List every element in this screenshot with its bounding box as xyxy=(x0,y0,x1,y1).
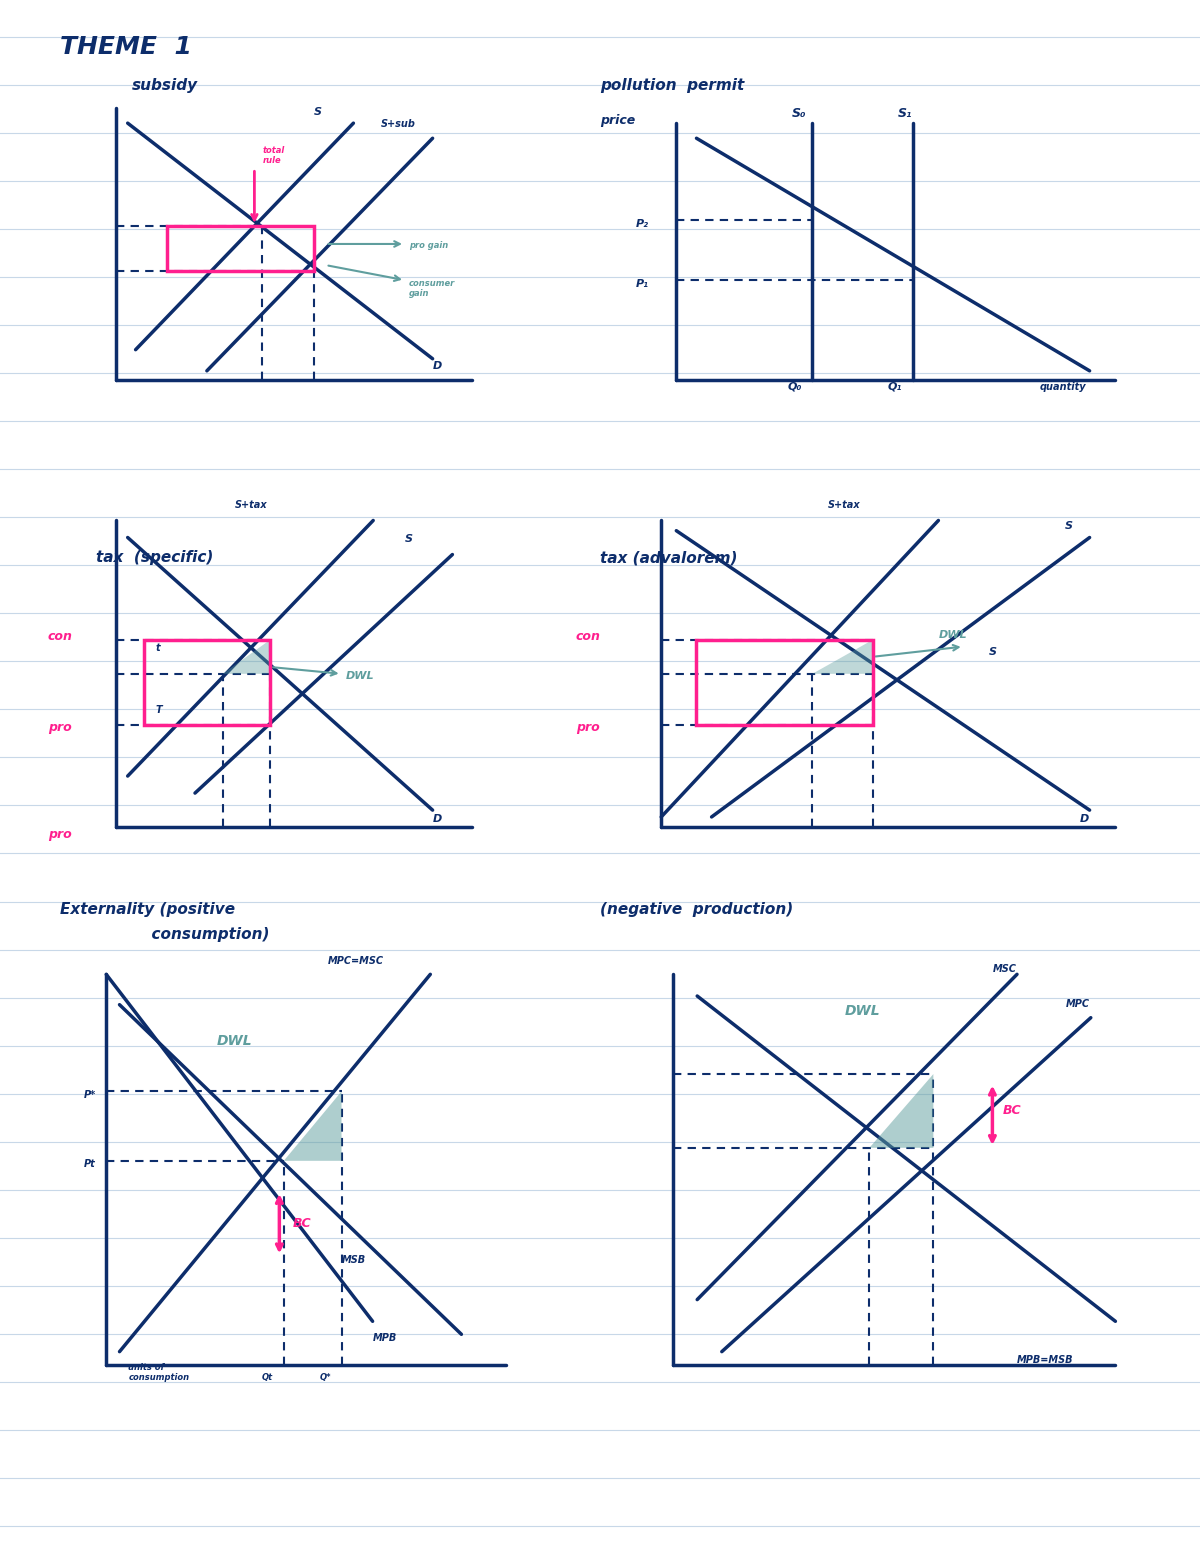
Text: pollution  permit: pollution permit xyxy=(600,77,744,93)
Text: Pt: Pt xyxy=(84,1160,96,1169)
Text: S: S xyxy=(314,107,322,118)
Text: BC: BC xyxy=(1002,1104,1021,1117)
Text: P*: P* xyxy=(84,1090,96,1100)
Text: pro gain: pro gain xyxy=(409,242,448,249)
Text: S: S xyxy=(404,534,413,544)
Text: total
rule: total rule xyxy=(263,146,284,166)
Bar xyxy=(167,226,314,271)
Text: S+sub: S+sub xyxy=(382,119,416,129)
Text: subsidy: subsidy xyxy=(132,77,198,93)
Text: pro: pro xyxy=(576,722,600,734)
Text: S: S xyxy=(989,647,997,657)
Polygon shape xyxy=(284,1092,342,1160)
Text: pro: pro xyxy=(48,722,72,734)
Polygon shape xyxy=(223,640,270,674)
Text: MSB: MSB xyxy=(342,1255,366,1266)
Text: S+tax: S+tax xyxy=(828,500,860,510)
Text: Q₀: Q₀ xyxy=(787,383,802,392)
Text: T: T xyxy=(156,705,162,714)
Text: con: con xyxy=(576,630,601,643)
Text: consumption): consumption) xyxy=(120,926,270,942)
Text: S: S xyxy=(1064,520,1073,531)
Text: S₁: S₁ xyxy=(898,107,912,121)
Text: D: D xyxy=(433,361,442,370)
Text: MPC: MPC xyxy=(1067,999,1091,1008)
Text: MPC=MSC: MPC=MSC xyxy=(329,956,384,965)
Text: MPB: MPB xyxy=(373,1334,397,1343)
Text: DWL: DWL xyxy=(346,671,374,680)
Text: t: t xyxy=(156,643,160,654)
Text: DWL: DWL xyxy=(217,1035,253,1049)
Text: Q₁: Q₁ xyxy=(888,383,902,392)
Text: D: D xyxy=(433,813,442,824)
Text: units of
consumption: units of consumption xyxy=(128,1363,190,1382)
Text: D: D xyxy=(1080,813,1088,824)
Text: S+tax: S+tax xyxy=(235,500,268,510)
Text: quantity: quantity xyxy=(1039,383,1086,392)
Text: price: price xyxy=(600,115,635,127)
Text: DWL: DWL xyxy=(845,1004,881,1018)
Text: MSC: MSC xyxy=(992,965,1016,974)
Bar xyxy=(144,640,270,725)
Polygon shape xyxy=(812,640,872,674)
Text: P₂: P₂ xyxy=(636,218,649,229)
Text: S₀: S₀ xyxy=(792,107,806,121)
Text: (negative  production): (negative production) xyxy=(600,902,793,917)
Text: DWL: DWL xyxy=(938,630,967,640)
Text: Qt: Qt xyxy=(262,1372,272,1382)
Text: Externality (positive: Externality (positive xyxy=(60,902,235,917)
Text: pro: pro xyxy=(48,829,72,841)
Text: BC: BC xyxy=(293,1218,311,1230)
Polygon shape xyxy=(869,1073,934,1148)
Text: tax (advalorem): tax (advalorem) xyxy=(600,550,738,565)
Text: consumer
gain: consumer gain xyxy=(409,279,455,299)
Text: MPB=MSB: MPB=MSB xyxy=(1018,1355,1074,1365)
Text: P₁: P₁ xyxy=(636,279,649,290)
Text: con: con xyxy=(48,630,73,643)
Text: THEME  1: THEME 1 xyxy=(60,36,192,59)
Text: tax  (specific): tax (specific) xyxy=(96,550,214,565)
Text: Q*: Q* xyxy=(319,1372,331,1382)
Bar xyxy=(696,640,872,725)
